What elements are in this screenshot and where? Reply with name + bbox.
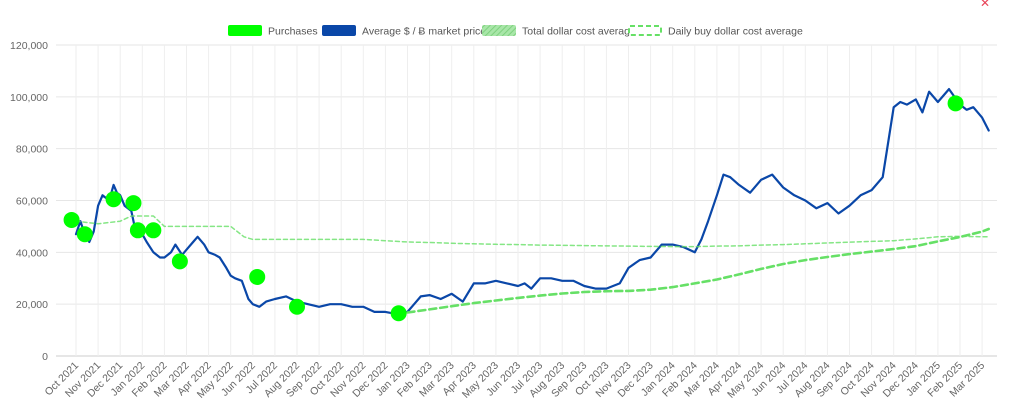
y-tick-label: 100,000 [10,92,48,104]
legend-swatch [628,25,662,36]
purchase-point [249,268,266,285]
y-tick-label: 120,000 [10,40,48,52]
purchase-point [76,226,93,243]
purchase-point [171,253,188,270]
y-tick-label: 0 [42,351,48,363]
legend-item-1[interactable]: Purchases [228,25,318,38]
purchase-point [129,222,146,239]
grid-layer [56,44,997,357]
purchase-point [390,305,407,322]
y-tick-label: 80,000 [16,144,48,156]
legend-item-4[interactable]: Daily buy dollar cost average [628,25,803,38]
legend-label: Purchases [268,26,318,38]
purchase-point [105,191,122,208]
y-tick-label: 60,000 [16,196,48,208]
series-line-3 [395,227,991,315]
y-axis: 0 20,000 40,000 60,000 80,000 100,000 120,000 [10,40,48,363]
purchase-point [289,298,305,315]
legend[interactable]: Purchases Average $ / Ƀ market price Total… [228,25,803,38]
purchase-point [145,222,162,239]
series-layer [74,87,991,315]
legend-label: Daily buy dollar cost average [668,26,803,38]
purchase-point [125,195,142,212]
legend-item-2[interactable]: Average $ / Ƀ market price [322,25,486,38]
legend-swatch [482,25,516,36]
y-tick-label: 20,000 [16,299,48,311]
legend-label: Average $ / Ƀ market price [362,26,486,38]
series-line-2 [75,215,990,248]
legend-label: Total dollar cost average [522,26,636,38]
y-tick-label: 40,000 [16,247,48,259]
purchases-layer [63,95,964,322]
purchase-point [63,211,80,228]
legend-swatch [322,25,356,36]
legend-item-3[interactable]: Total dollar cost average [482,25,636,38]
legend-swatch [228,25,262,36]
purchase-point [947,95,964,112]
close-icon[interactable]: ✕ [979,0,990,10]
series-line-1 [74,87,990,315]
